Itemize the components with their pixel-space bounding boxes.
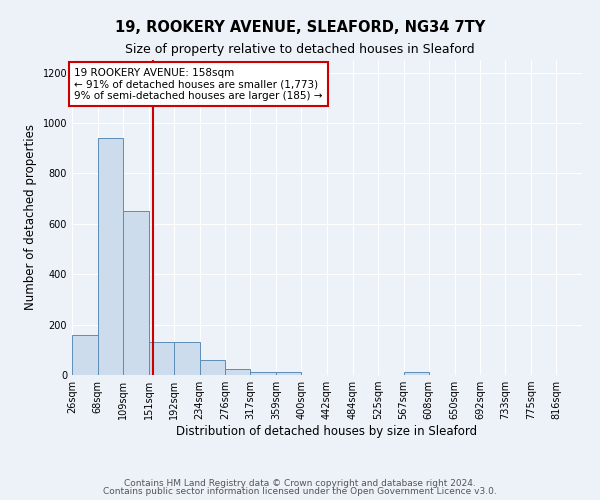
Bar xyxy=(199,360,225,375)
Bar xyxy=(404,372,429,375)
Y-axis label: Number of detached properties: Number of detached properties xyxy=(24,124,37,310)
Text: 19, ROOKERY AVENUE, SLEAFORD, NG34 7TY: 19, ROOKERY AVENUE, SLEAFORD, NG34 7TY xyxy=(115,20,485,35)
Bar xyxy=(149,342,174,375)
Text: Contains public sector information licensed under the Open Government Licence v3: Contains public sector information licen… xyxy=(103,487,497,496)
Bar xyxy=(98,138,123,375)
Bar xyxy=(250,372,276,375)
X-axis label: Distribution of detached houses by size in Sleaford: Distribution of detached houses by size … xyxy=(176,425,478,438)
Text: Size of property relative to detached houses in Sleaford: Size of property relative to detached ho… xyxy=(125,42,475,56)
Bar xyxy=(123,211,149,375)
Text: 19 ROOKERY AVENUE: 158sqm
← 91% of detached houses are smaller (1,773)
9% of sem: 19 ROOKERY AVENUE: 158sqm ← 91% of detac… xyxy=(74,68,323,101)
Bar xyxy=(174,342,200,375)
Text: Contains HM Land Registry data © Crown copyright and database right 2024.: Contains HM Land Registry data © Crown c… xyxy=(124,478,476,488)
Bar xyxy=(276,372,301,375)
Bar xyxy=(72,334,98,375)
Bar xyxy=(225,368,250,375)
